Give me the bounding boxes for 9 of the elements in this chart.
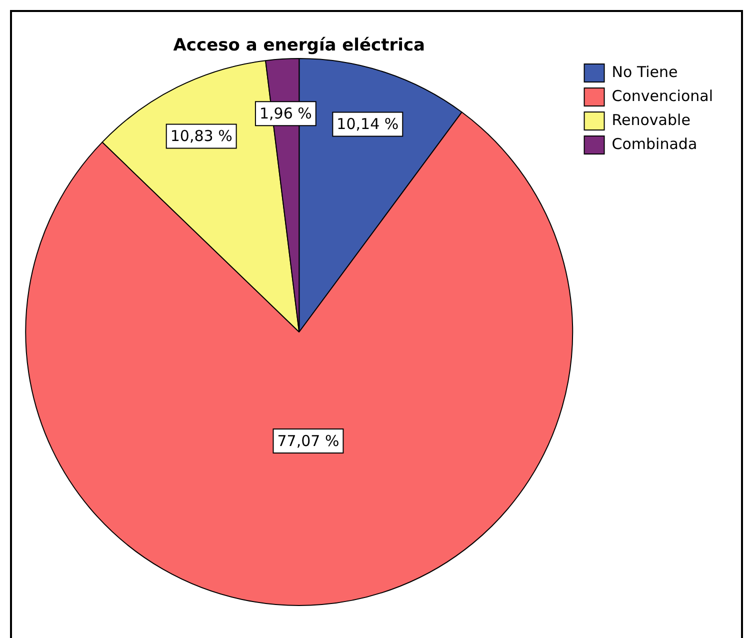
- legend-label: Renovable: [612, 110, 690, 129]
- legend-label: Convencional: [612, 86, 714, 105]
- legend-label: Combinada: [612, 134, 698, 153]
- data-label: 77,07 %: [277, 432, 340, 450]
- data-label: 1,96 %: [259, 104, 312, 123]
- chart-title: Acceso a energía eléctrica: [173, 35, 426, 56]
- data-label: 10,14 %: [336, 115, 399, 134]
- legend-label: No Tiene: [612, 62, 678, 81]
- data-label: 10,83 %: [170, 127, 232, 146]
